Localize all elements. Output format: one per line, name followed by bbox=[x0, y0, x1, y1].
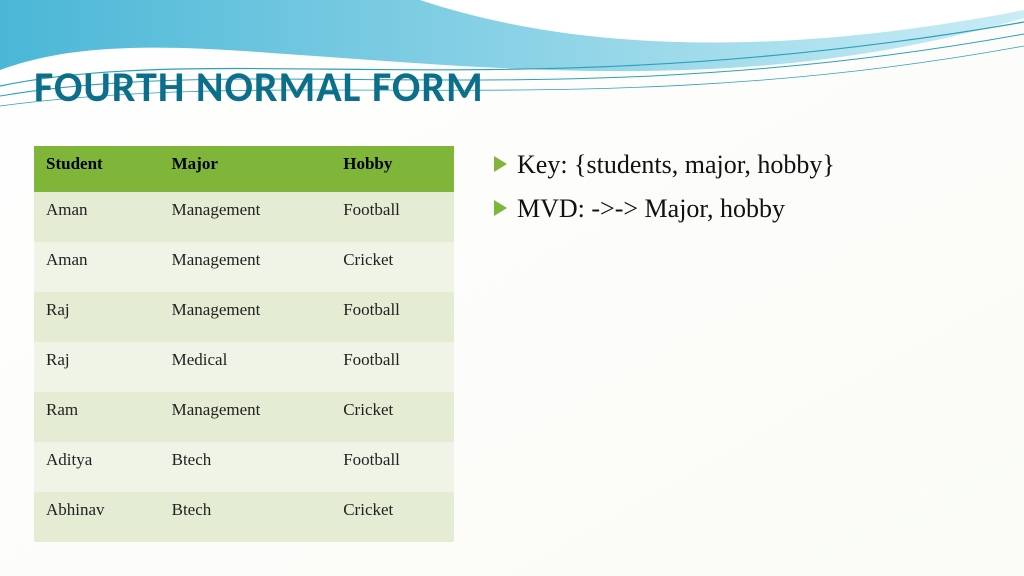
data-table-container: StudentMajorHobby AmanManagementFootball… bbox=[34, 146, 454, 542]
table-cell: Cricket bbox=[331, 392, 454, 442]
table-cell: Aman bbox=[34, 242, 160, 292]
slide: FOURTH NORMAL FORM StudentMajorHobby Ama… bbox=[0, 0, 1024, 576]
content-area: StudentMajorHobby AmanManagementFootball… bbox=[34, 146, 990, 542]
table-cell: Btech bbox=[160, 442, 332, 492]
table-cell: Management bbox=[160, 192, 332, 242]
table-cell: Raj bbox=[34, 342, 160, 392]
table-cell: Management bbox=[160, 292, 332, 342]
table-cell: Aman bbox=[34, 192, 160, 242]
table-column-header: Major bbox=[160, 146, 332, 192]
table-cell: Abhinav bbox=[34, 492, 160, 542]
table-cell: Raj bbox=[34, 292, 160, 342]
table-header-row: StudentMajorHobby bbox=[34, 146, 454, 192]
table-row: RajManagementFootball bbox=[34, 292, 454, 342]
table-cell: Football bbox=[331, 292, 454, 342]
table-row: AbhinavBtechCricket bbox=[34, 492, 454, 542]
triangle-bullet-icon bbox=[494, 156, 507, 172]
table-row: RamManagementCricket bbox=[34, 392, 454, 442]
table-cell: Football bbox=[331, 442, 454, 492]
table-cell: Cricket bbox=[331, 242, 454, 292]
bullet-item: Key: {students, major, hobby} bbox=[494, 148, 990, 182]
table-row: AmanManagementCricket bbox=[34, 242, 454, 292]
table-row: AdityaBtechFootball bbox=[34, 442, 454, 492]
table-cell: Ram bbox=[34, 392, 160, 442]
table-cell: Cricket bbox=[331, 492, 454, 542]
data-table: StudentMajorHobby AmanManagementFootball… bbox=[34, 146, 454, 542]
table-cell: Btech bbox=[160, 492, 332, 542]
table-row: RajMedicalFootball bbox=[34, 342, 454, 392]
table-cell: Management bbox=[160, 392, 332, 442]
triangle-bullet-icon bbox=[494, 200, 507, 216]
table-cell: Football bbox=[331, 342, 454, 392]
bullet-text: MVD: ->-> Major, hobby bbox=[517, 192, 785, 226]
bullet-text: Key: {students, major, hobby} bbox=[517, 148, 835, 182]
table-cell: Football bbox=[331, 192, 454, 242]
table-cell: Medical bbox=[160, 342, 332, 392]
page-title: FOURTH NORMAL FORM bbox=[34, 62, 484, 113]
table-cell: Management bbox=[160, 242, 332, 292]
table-body: AmanManagementFootballAmanManagementCric… bbox=[34, 192, 454, 542]
table-column-header: Hobby bbox=[331, 146, 454, 192]
bullet-item: MVD: ->-> Major, hobby bbox=[494, 192, 990, 226]
table-cell: Aditya bbox=[34, 442, 160, 492]
table-row: AmanManagementFootball bbox=[34, 192, 454, 242]
bullet-list: Key: {students, major, hobby} MVD: ->-> M… bbox=[494, 146, 990, 542]
table-column-header: Student bbox=[34, 146, 160, 192]
